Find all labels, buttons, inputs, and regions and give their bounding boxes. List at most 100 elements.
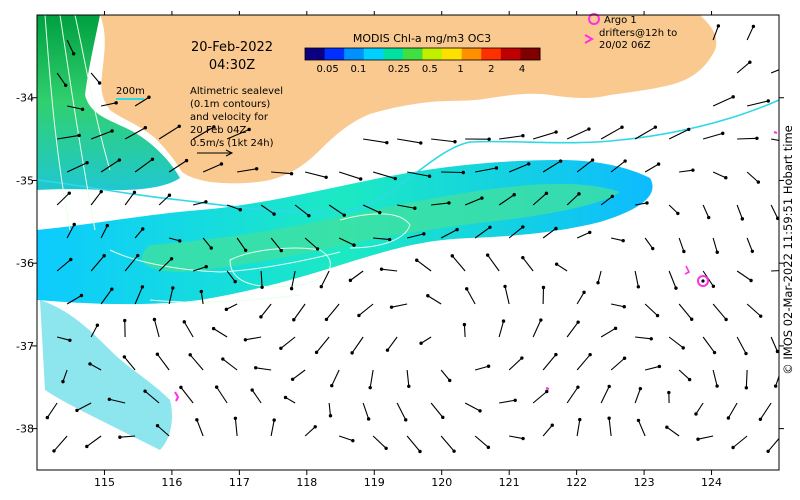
velocity-arrow xyxy=(253,366,272,371)
velocity-arrow xyxy=(667,390,671,404)
velocity-arrow xyxy=(270,418,276,437)
velocity-arrow xyxy=(431,201,451,206)
velocity-arrow xyxy=(576,417,582,437)
y-tick-label: -38 xyxy=(16,423,34,436)
velocity-arrow xyxy=(498,319,506,338)
velocity-arrow xyxy=(338,171,363,181)
velocity-arrow xyxy=(450,254,466,272)
velocity-arrow xyxy=(712,369,719,388)
velocity-arrow xyxy=(576,230,592,239)
x-tick-label: 117 xyxy=(229,476,250,489)
velocity-arrow xyxy=(118,435,136,439)
velocity-arrow xyxy=(644,303,660,318)
velocity-arrow xyxy=(192,200,208,206)
velocity-arrow xyxy=(57,133,81,140)
velocity-arrow xyxy=(250,388,262,404)
argo-legend: Argo 1 drifters@12h to 20/02 06Z xyxy=(584,13,677,51)
x-axis: 115 116 117 118 119 120 121 122 123 124 xyxy=(94,11,722,489)
argo-legend-line: Argo 1 xyxy=(604,15,637,26)
velocity-arrow xyxy=(406,435,422,454)
velocity-arrow xyxy=(554,262,568,272)
velocity-arrow xyxy=(600,384,611,404)
altimetry-legend-line: (0.1m contours) xyxy=(190,99,270,110)
velocity-arrow xyxy=(134,95,151,107)
velocity-arrow xyxy=(226,270,237,284)
velocity-arrow xyxy=(143,389,160,404)
colorbar-swatch xyxy=(500,48,521,60)
colorbar-tick-label: 0.25 xyxy=(388,64,410,75)
velocity-arrow xyxy=(168,237,182,243)
velocity-arrow xyxy=(576,290,586,305)
velocity-arrow xyxy=(397,138,423,145)
velocity-arrow xyxy=(610,159,627,173)
colorbar-tick-label: 0.5 xyxy=(422,64,438,75)
velocity-arrow xyxy=(66,222,76,239)
velocity-arrow xyxy=(124,126,148,140)
velocity-arrow xyxy=(289,270,296,291)
velocity-arrow xyxy=(665,425,680,437)
landmass xyxy=(100,15,717,184)
velocity-arrow xyxy=(271,171,294,176)
velocity-arrow xyxy=(771,138,779,141)
velocity-arrow xyxy=(107,397,126,404)
altimetry-legend-line: 20 Feb 04Z xyxy=(190,125,247,136)
velocity-arrow xyxy=(610,356,627,371)
velocity-arrow xyxy=(441,170,466,175)
velocity-arrow xyxy=(292,303,306,322)
colorbar-swatch xyxy=(481,48,502,60)
velocity-arrow xyxy=(509,435,525,441)
velocity-arrow xyxy=(56,336,72,342)
velocity-arrow xyxy=(338,435,355,443)
velocity-arrow xyxy=(100,158,122,173)
velocity-arrow xyxy=(224,303,238,312)
velocity-arrow xyxy=(668,270,678,290)
colorbar-tick-label: 2 xyxy=(488,64,494,75)
velocity-arrow xyxy=(124,253,140,272)
velocity-arrow xyxy=(202,237,213,250)
velocity-arrow xyxy=(508,162,531,173)
velocity-arrows xyxy=(45,24,779,454)
velocity-arrow xyxy=(45,402,58,420)
velocity-arrow xyxy=(304,425,317,437)
chlorophyll-colorbar: MODIS Chl-a mg/m3 OC3 0.05 0.1 0.25 0.5 1 2 4 xyxy=(304,32,541,75)
x-tick-label: 119 xyxy=(364,476,385,489)
velocity-arrow xyxy=(736,270,753,283)
velocity-arrow xyxy=(634,125,658,140)
velocity-arrow xyxy=(192,125,216,140)
velocity-arrow xyxy=(611,303,626,309)
argo-legend-line: 20/02 06Z xyxy=(599,40,651,51)
colorbar-swatch xyxy=(442,48,463,60)
velocity-arrow xyxy=(237,167,259,173)
velocity-arrow xyxy=(101,101,118,107)
velocity-arrow xyxy=(134,227,145,239)
velocity-arrow xyxy=(90,189,103,206)
velocity-arrow xyxy=(702,336,717,355)
velocity-arrow xyxy=(90,323,100,338)
colorbar-swatches xyxy=(305,48,541,60)
argo-markers xyxy=(174,131,778,402)
colorbar-border xyxy=(304,47,541,61)
velocity-arrow xyxy=(236,237,248,252)
chlorophyll-plume-core xyxy=(141,183,620,272)
velocity-arrow xyxy=(279,336,296,351)
velocity-arrow xyxy=(396,402,408,422)
scale-arrow-head xyxy=(225,149,234,157)
velocity-arrow xyxy=(541,285,546,305)
velocity-arrow xyxy=(324,303,340,322)
velocity-arrow xyxy=(773,374,779,388)
velocity-arrow xyxy=(385,336,398,352)
velocity-arrow xyxy=(440,369,452,383)
velocity-arrow xyxy=(304,237,320,251)
velocity-arrow xyxy=(406,369,411,388)
velocity-arrow xyxy=(644,237,655,251)
argo-drift-mark xyxy=(684,265,691,275)
velocity-arrow xyxy=(485,253,500,272)
velocity-arrow xyxy=(746,237,755,253)
velocity-arrow xyxy=(195,418,204,437)
velocity-arrow xyxy=(600,194,615,206)
velocity-arrow xyxy=(668,336,685,350)
x-tick-label: 116 xyxy=(161,476,182,489)
velocity-arrow xyxy=(440,435,456,453)
velocity-arrow xyxy=(221,357,238,371)
velocity-arrow xyxy=(233,416,238,437)
